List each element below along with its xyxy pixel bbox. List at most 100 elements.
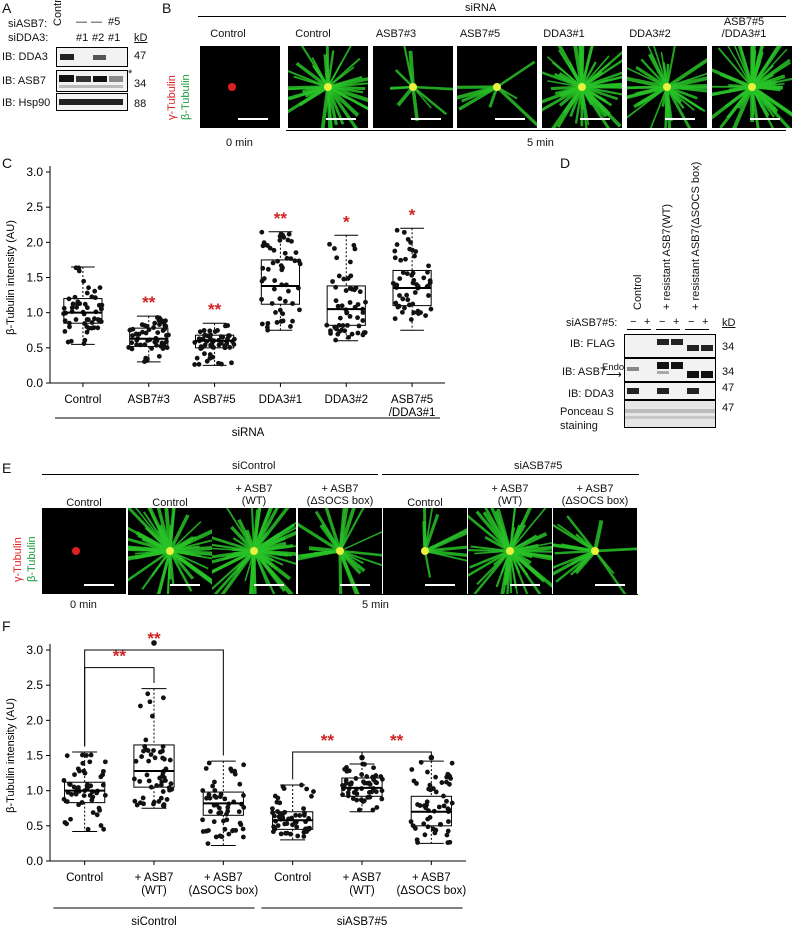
chart-c-data-point bbox=[408, 240, 414, 245]
chart-c-y-tick-label: 0.5 bbox=[26, 341, 43, 355]
chart-f-data-point bbox=[370, 807, 376, 813]
chart-f-data-point bbox=[168, 781, 174, 787]
micrograph-e-2-microtubule bbox=[232, 537, 255, 552]
chart-f-bracket bbox=[84, 649, 224, 756]
micrograph-e-5-centrosome bbox=[506, 547, 514, 555]
chart-c-data-point bbox=[410, 247, 415, 253]
micrograph-e-1-microtubule bbox=[168, 549, 212, 585]
chart-f-data-point bbox=[132, 798, 138, 804]
box-plot-f: 0.0 0.5 1.0 1.5 2.0 2.5 3.0 β-Tubulin intensity… bbox=[5, 629, 466, 928]
micrograph-e-1-microtubule bbox=[147, 508, 172, 552]
micrograph-b-1-microtubule bbox=[327, 46, 352, 88]
chart-c-data-point bbox=[280, 265, 285, 271]
ib-dda3-d: IB: DDA3 bbox=[568, 388, 614, 400]
micrograph-e-5-microtubule bbox=[509, 549, 552, 558]
micrograph-b-1-microtubule bbox=[326, 86, 359, 128]
micrograph-b-3-microtubule bbox=[458, 85, 498, 111]
chart-c-data-point bbox=[426, 263, 431, 269]
chart-c-data-point bbox=[159, 318, 165, 324]
chart-c-data-point bbox=[223, 323, 228, 329]
chart-f-data-point bbox=[364, 774, 370, 779]
chart-c-data-point bbox=[277, 307, 283, 313]
chart-f-data-point bbox=[275, 823, 281, 828]
chart-f-data-point bbox=[354, 797, 360, 803]
beta-tubulin-label-b: β-Tubulin bbox=[180, 74, 192, 120]
blot-asb7-d bbox=[624, 358, 716, 382]
micrograph-b-2-image bbox=[389, 46, 453, 122]
chart-f-data-point bbox=[447, 839, 453, 845]
chart-f-box bbox=[133, 744, 175, 788]
chart-c-category-label: ASB7#3 bbox=[128, 394, 170, 406]
micrograph-e-3-microtubule bbox=[339, 550, 382, 567]
chart-c-data-point bbox=[399, 309, 405, 315]
chart-f-bracket-label: ** bbox=[321, 731, 335, 750]
chart-f-data-point bbox=[84, 782, 90, 787]
chart-c-data-point bbox=[229, 360, 234, 366]
micrograph-e-2-microtubule bbox=[248, 550, 256, 594]
chart-c-data-point bbox=[336, 322, 342, 328]
micrograph-e-3-microtubule bbox=[339, 508, 365, 552]
ib-flag-d: IB: FLAG bbox=[570, 338, 616, 350]
micrograph-b-6 bbox=[712, 46, 792, 128]
chart-f-data-point bbox=[425, 824, 431, 830]
chart-f-data-point bbox=[293, 812, 299, 818]
chart-f-data-point bbox=[72, 772, 77, 778]
chart-c-data-point bbox=[265, 266, 271, 272]
chart-f-data-point bbox=[299, 782, 304, 788]
chart-c-data-point bbox=[97, 318, 102, 324]
chart-c-data-point bbox=[352, 287, 357, 293]
micrograph-e-3-microtubule bbox=[324, 508, 342, 552]
micrograph-e-5-microtubule bbox=[482, 511, 512, 553]
chart-f-data-point bbox=[154, 783, 160, 788]
chart-c-data-point bbox=[197, 329, 203, 335]
ib-asb7-d: IB: ASB7 bbox=[562, 366, 607, 378]
chart-f-data-point bbox=[88, 752, 94, 758]
chart-f-outlier bbox=[428, 754, 435, 761]
chart-f-data-point bbox=[97, 807, 103, 813]
chart-f-data-point bbox=[427, 782, 433, 788]
micrograph-e-5 bbox=[468, 508, 552, 594]
micrograph-e-5-microtubule bbox=[468, 549, 511, 553]
chart-f-data-point bbox=[213, 794, 219, 800]
cond-label-b-6: ASB7#5 bbox=[723, 16, 765, 28]
time-5-e: 5 min bbox=[362, 599, 389, 611]
chart-c-data-point bbox=[144, 323, 150, 329]
chart-c-data-point bbox=[259, 278, 265, 284]
micrograph-e-4-microtubule bbox=[424, 545, 467, 553]
chart-c-data-point bbox=[138, 342, 143, 348]
chart-f-data-point bbox=[160, 744, 166, 749]
micrograph-b-4-image bbox=[542, 46, 622, 128]
chart-c-data-point bbox=[196, 361, 202, 367]
chart-f-box bbox=[64, 781, 106, 804]
chart-f-data-point bbox=[151, 748, 156, 753]
micrograph-e-4 bbox=[383, 508, 467, 594]
micrograph-e-5-microtubule bbox=[476, 550, 511, 585]
chart-c-data-point bbox=[349, 331, 355, 337]
chart-f-data-point bbox=[167, 757, 173, 763]
sign-underline-d-3 bbox=[685, 329, 709, 330]
micrograph-b-5-microtubule bbox=[649, 86, 668, 128]
micrograph-b-1-scale-bar bbox=[326, 118, 356, 120]
cond-label-b-4: DDA3#1 bbox=[543, 28, 585, 40]
micrograph-b-1-microtubule bbox=[323, 54, 330, 88]
micrograph-e-0-image bbox=[72, 547, 80, 555]
micrograph-b-1-microtubule bbox=[300, 46, 329, 88]
chart-c-data-point bbox=[264, 324, 270, 330]
chart-f-data-point bbox=[204, 795, 209, 801]
chart-f-data-point bbox=[236, 809, 242, 815]
chart-c-data-point bbox=[201, 328, 207, 333]
micrograph-e-3-scale-bar bbox=[340, 584, 370, 586]
micrograph-e-1-scale-bar bbox=[170, 584, 200, 586]
micrograph-e-2-microtubule bbox=[253, 550, 269, 586]
mw-47-d-dda3: 47 bbox=[722, 382, 735, 394]
chart-f-data-point bbox=[203, 766, 209, 771]
chart-c-data-point bbox=[84, 305, 90, 311]
chart-c-data-point bbox=[192, 362, 198, 367]
micrograph-b-6-microtubule bbox=[750, 50, 757, 88]
siasb7-label-d: siASB7#5: bbox=[566, 317, 618, 329]
chart-f-data-point bbox=[410, 823, 416, 829]
micrograph-e-2-centrosome bbox=[250, 547, 258, 555]
chart-c-data-point bbox=[218, 334, 224, 339]
chart-f-y-tick-label: 1.0 bbox=[26, 784, 43, 798]
chart-c-data-point bbox=[74, 304, 79, 310]
